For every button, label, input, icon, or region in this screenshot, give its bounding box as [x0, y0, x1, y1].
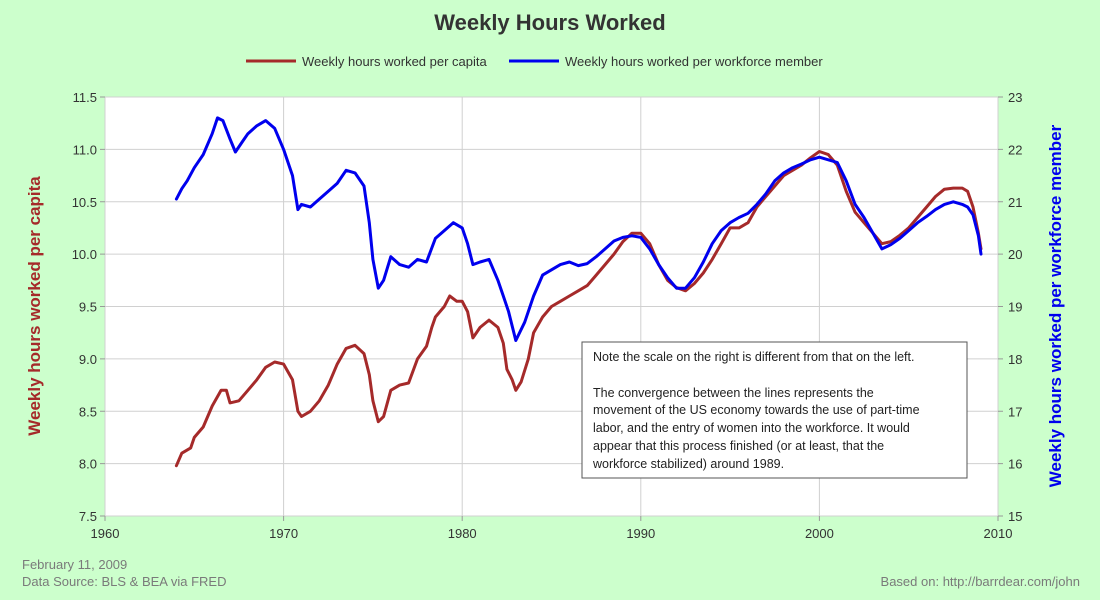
legend-label-per-workforce: Weekly hours worked per workforce member — [565, 54, 823, 69]
right-tick-label: 16 — [1008, 457, 1022, 472]
x-tick-label: 2010 — [984, 526, 1013, 541]
series — [174, 116, 983, 468]
footer-date: February 11, 2009 — [22, 557, 127, 572]
right-tick-label: 17 — [1008, 404, 1022, 419]
right-tick-label: 15 — [1008, 509, 1022, 524]
annotation-line: labor, and the entry of women into the w… — [593, 421, 910, 435]
annotation-line: movement of the US economy towards the u… — [593, 403, 920, 417]
right-tick-label: 19 — [1008, 300, 1022, 315]
x-tick-label: 1980 — [448, 526, 477, 541]
series-line-per-workforce — [174, 116, 983, 342]
x-axis: 1960 1970 1980 1990 2000 2010 — [91, 516, 1013, 541]
left-tick-label: 9.5 — [79, 300, 97, 315]
x-tick-label: 2000 — [805, 526, 834, 541]
chart-title: Weekly Hours Worked — [434, 10, 665, 35]
right-tick-label: 18 — [1008, 352, 1022, 367]
annotation-line: appear that this process finished (or at… — [593, 439, 884, 453]
right-tick-label: 20 — [1008, 247, 1022, 262]
left-axis: 7.5 8.0 8.5 9.0 9.5 10.0 10.5 11.0 11.5 — [72, 90, 105, 524]
left-tick-label: 11.5 — [73, 90, 97, 105]
x-tick-label: 1970 — [269, 526, 298, 541]
right-tick-label: 21 — [1008, 195, 1022, 210]
left-tick-label: 11.0 — [73, 142, 97, 157]
legend-label-per-capita: Weekly hours worked per capita — [302, 54, 488, 69]
left-tick-label: 9.0 — [79, 352, 97, 367]
right-axis-title: Weekly hours worked per workforce member — [1046, 124, 1065, 487]
left-tick-label: 7.5 — [79, 509, 97, 524]
annotation-line: workforce stabilized) around 1989. — [592, 457, 784, 471]
annotation-box: Note the scale on the right is different… — [581, 341, 968, 479]
left-axis-title: Weekly hours worked per capita — [25, 176, 44, 436]
left-tick-label: 10.0 — [72, 247, 97, 262]
footer-based-on: Based on: http://barrdear.com/john — [881, 574, 1080, 589]
series-line-per-capita — [174, 150, 983, 468]
x-tick-label: 1960 — [91, 526, 120, 541]
annotation-line: Note the scale on the right is different… — [593, 350, 914, 364]
annotation-line: The convergence between the lines repres… — [593, 386, 874, 400]
right-tick-label: 22 — [1008, 142, 1022, 157]
left-tick-label: 10.5 — [72, 195, 97, 210]
right-axis: 15 16 17 18 19 20 21 22 23 — [998, 90, 1022, 524]
right-tick-label: 23 — [1008, 90, 1022, 105]
x-tick-label: 1990 — [626, 526, 655, 541]
annotation-frame — [581, 341, 968, 479]
legend: Weekly hours worked per capita Weekly ho… — [246, 54, 823, 69]
left-tick-label: 8.5 — [79, 404, 97, 419]
footer-source: Data Source: BLS & BEA via FRED — [22, 574, 226, 589]
left-tick-label: 8.0 — [79, 457, 97, 472]
